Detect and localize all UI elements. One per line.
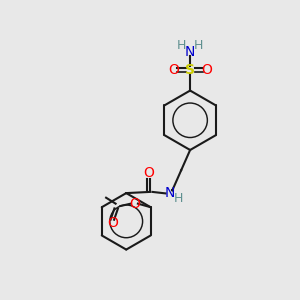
Text: O: O: [168, 63, 179, 77]
Text: H: H: [177, 39, 187, 52]
Text: N: N: [185, 45, 195, 59]
Text: H: H: [174, 192, 184, 205]
Text: O: O: [201, 63, 212, 77]
Text: N: N: [164, 186, 175, 200]
Text: O: O: [107, 216, 118, 230]
Text: O: O: [143, 166, 154, 180]
Text: S: S: [185, 63, 195, 77]
Text: H: H: [194, 39, 203, 52]
Text: O: O: [129, 196, 140, 211]
